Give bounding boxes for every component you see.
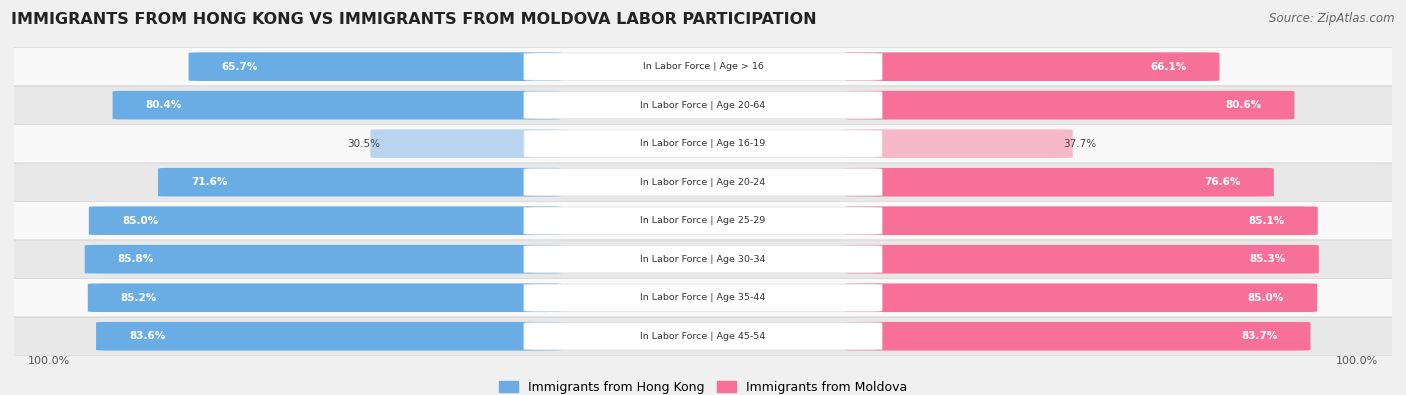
FancyBboxPatch shape	[845, 91, 1295, 120]
FancyBboxPatch shape	[7, 86, 1399, 124]
FancyBboxPatch shape	[7, 278, 1399, 317]
FancyBboxPatch shape	[845, 52, 1219, 81]
FancyBboxPatch shape	[7, 124, 1399, 163]
Text: In Labor Force | Age 20-64: In Labor Force | Age 20-64	[640, 101, 766, 110]
Text: In Labor Force | Age 20-24: In Labor Force | Age 20-24	[640, 178, 766, 187]
Text: 80.6%: 80.6%	[1225, 100, 1261, 110]
FancyBboxPatch shape	[157, 168, 561, 197]
FancyBboxPatch shape	[845, 129, 1073, 158]
Text: In Labor Force | Age 30-34: In Labor Force | Age 30-34	[640, 255, 766, 264]
FancyBboxPatch shape	[96, 322, 561, 351]
FancyBboxPatch shape	[845, 245, 1319, 274]
Text: In Labor Force | Age 35-44: In Labor Force | Age 35-44	[640, 293, 766, 302]
FancyBboxPatch shape	[188, 52, 561, 81]
Text: 66.1%: 66.1%	[1150, 62, 1187, 71]
Text: IMMIGRANTS FROM HONG KONG VS IMMIGRANTS FROM MOLDOVA LABOR PARTICIPATION: IMMIGRANTS FROM HONG KONG VS IMMIGRANTS …	[11, 12, 817, 27]
Text: 30.5%: 30.5%	[347, 139, 380, 149]
Text: 80.4%: 80.4%	[146, 100, 181, 110]
Text: 71.6%: 71.6%	[191, 177, 228, 187]
Text: Source: ZipAtlas.com: Source: ZipAtlas.com	[1270, 12, 1395, 25]
FancyBboxPatch shape	[87, 283, 561, 312]
Text: In Labor Force | Age 45-54: In Labor Force | Age 45-54	[640, 332, 766, 341]
Text: 83.7%: 83.7%	[1241, 331, 1278, 341]
FancyBboxPatch shape	[112, 91, 561, 120]
Text: 85.2%: 85.2%	[121, 293, 157, 303]
FancyBboxPatch shape	[524, 284, 882, 311]
Text: 83.6%: 83.6%	[129, 331, 166, 341]
FancyBboxPatch shape	[524, 53, 882, 80]
FancyBboxPatch shape	[89, 206, 561, 235]
FancyBboxPatch shape	[845, 322, 1310, 351]
Text: 100.0%: 100.0%	[28, 356, 70, 365]
Text: 85.3%: 85.3%	[1250, 254, 1285, 264]
Text: In Labor Force | Age > 16: In Labor Force | Age > 16	[643, 62, 763, 71]
Text: 76.6%: 76.6%	[1205, 177, 1240, 187]
FancyBboxPatch shape	[7, 47, 1399, 86]
FancyBboxPatch shape	[524, 130, 882, 157]
FancyBboxPatch shape	[7, 317, 1399, 356]
FancyBboxPatch shape	[7, 201, 1399, 240]
Text: In Labor Force | Age 25-29: In Labor Force | Age 25-29	[640, 216, 766, 225]
FancyBboxPatch shape	[524, 246, 882, 273]
Text: 37.7%: 37.7%	[1063, 139, 1097, 149]
FancyBboxPatch shape	[845, 168, 1274, 197]
Text: 85.0%: 85.0%	[122, 216, 157, 226]
Text: 100.0%: 100.0%	[1336, 356, 1378, 365]
FancyBboxPatch shape	[84, 245, 561, 274]
FancyBboxPatch shape	[524, 169, 882, 196]
Text: In Labor Force | Age 16-19: In Labor Force | Age 16-19	[640, 139, 766, 148]
FancyBboxPatch shape	[845, 283, 1317, 312]
FancyBboxPatch shape	[524, 207, 882, 234]
Text: 85.0%: 85.0%	[1249, 293, 1284, 303]
Legend: Immigrants from Hong Kong, Immigrants from Moldova: Immigrants from Hong Kong, Immigrants fr…	[494, 376, 912, 395]
FancyBboxPatch shape	[845, 206, 1317, 235]
FancyBboxPatch shape	[370, 129, 561, 158]
Text: 65.7%: 65.7%	[222, 62, 257, 71]
Text: 85.8%: 85.8%	[118, 254, 155, 264]
FancyBboxPatch shape	[7, 163, 1399, 201]
FancyBboxPatch shape	[524, 92, 882, 119]
FancyBboxPatch shape	[524, 323, 882, 350]
FancyBboxPatch shape	[7, 240, 1399, 278]
Text: 85.1%: 85.1%	[1249, 216, 1285, 226]
